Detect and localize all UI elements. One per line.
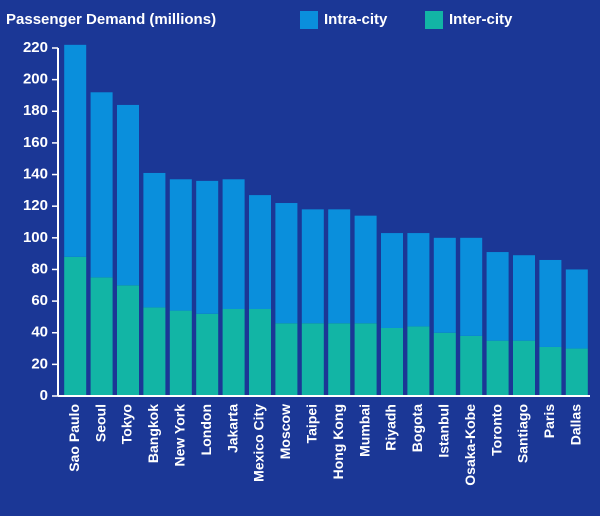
bar-segment (486, 252, 509, 341)
bar-segment (381, 327, 403, 396)
legend-swatch (300, 11, 318, 29)
bar-segment (222, 309, 245, 396)
bar-segment (275, 203, 298, 324)
bar-segment (64, 44, 87, 257)
x-tick-label: Mexico City (251, 404, 267, 482)
x-tick-label: Jakarta (224, 404, 240, 453)
bar-segment (90, 277, 113, 396)
y-tick-label: 0 (40, 387, 48, 404)
bar-segment (328, 209, 351, 324)
x-tick-label: Toronto (488, 404, 504, 456)
legend-label: Inter-city (449, 11, 513, 28)
x-tick-label: Santiago (515, 404, 531, 463)
bar-segment (249, 195, 271, 309)
bar-segment (196, 313, 219, 396)
bar-segment (275, 323, 298, 396)
bar-segment (460, 237, 483, 336)
bar-segment (539, 259, 562, 347)
bar-segment (513, 340, 535, 396)
bar-segment (143, 307, 166, 396)
x-tick-label: Mumbai (356, 404, 372, 457)
y-tick-label: 140 (23, 166, 48, 183)
y-tick-label: 200 (23, 71, 48, 88)
x-tick-label: Taipei (304, 404, 320, 443)
x-tick-label: Osaka-Kobe (462, 404, 478, 486)
bar-segment (433, 332, 456, 396)
bar-segment (565, 348, 588, 396)
bar-segment (117, 285, 139, 396)
x-tick-label: Sao Paulo (66, 404, 82, 472)
bar-segment (143, 172, 166, 308)
chart-title: Passenger Demand (millions) (6, 11, 216, 28)
bar-segment (354, 323, 377, 396)
y-tick-label: 40 (31, 324, 48, 341)
x-tick-label: Dallas (568, 404, 584, 445)
bar-segment (301, 323, 324, 396)
x-tick-label: Istanbul (436, 404, 452, 458)
x-tick-label: Moscow (277, 404, 293, 459)
x-tick-label: New York (172, 404, 188, 467)
x-tick-label: Seoul (92, 404, 108, 442)
bar-segment (222, 179, 245, 309)
bar-segment (117, 104, 139, 286)
y-tick-label: 100 (23, 229, 48, 246)
y-tick-label: 180 (23, 102, 48, 119)
x-tick-label: Bangkok (145, 404, 161, 463)
bar-segment (169, 179, 192, 311)
x-tick-label: London (198, 404, 214, 455)
legend-label: Intra-city (324, 11, 388, 28)
y-tick-label: 120 (23, 197, 48, 214)
bar-segment (407, 326, 430, 396)
x-tick-label: Bogota (409, 404, 425, 452)
bar-segment (539, 346, 562, 396)
bar-segment (196, 180, 219, 314)
bar-segment (433, 237, 456, 333)
bar-segment (64, 256, 87, 396)
bar-segment (486, 340, 509, 396)
y-tick-label: 160 (23, 134, 48, 151)
y-tick-label: 20 (31, 355, 48, 372)
bar-segment (328, 323, 351, 396)
legend-swatch (425, 11, 443, 29)
bar-segment (354, 215, 377, 324)
x-tick-label: Paris (541, 404, 557, 438)
bar-segment (407, 233, 430, 327)
bar-segment (565, 269, 588, 349)
bar-segment (381, 233, 403, 328)
bar-segment (169, 310, 192, 396)
x-tick-label: Hong Kong (330, 404, 346, 479)
bar-segment (513, 255, 535, 341)
y-tick-label: 80 (31, 260, 48, 277)
bar-segment (90, 92, 113, 278)
bar-segment (249, 309, 271, 396)
bar-segment (301, 209, 324, 324)
y-tick-label: 220 (23, 39, 48, 56)
x-tick-label: Tokyo (119, 404, 135, 444)
x-tick-label: Riyadh (383, 404, 399, 451)
y-tick-label: 60 (31, 292, 48, 309)
bar-segment (460, 335, 483, 396)
